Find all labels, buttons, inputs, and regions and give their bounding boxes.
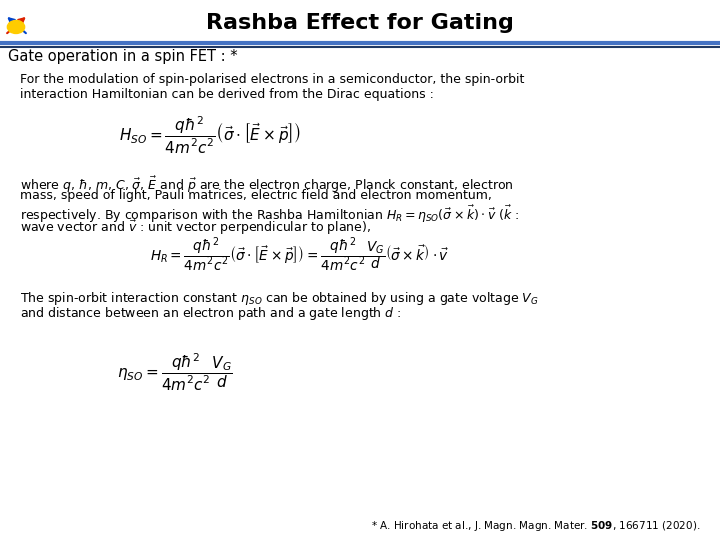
Text: Rashba Effect for Gating: Rashba Effect for Gating: [206, 13, 514, 33]
Text: where $q$, $\hbar$, $m$, $C$, $\vec{\sigma}$, $\vec{E}$ and $\vec{p}$ are the el: where $q$, $\hbar$, $m$, $C$, $\vec{\sig…: [20, 175, 514, 195]
Text: wave vector and $\vec{v}$ : unit vector perpendicular to plane),: wave vector and $\vec{v}$ : unit vector …: [20, 219, 371, 237]
Text: For the modulation of spin-polarised electrons in a semiconductor, the spin-orbi: For the modulation of spin-polarised ele…: [20, 73, 524, 86]
Text: $H_{SO} = \dfrac{q\hbar^2}{4m^2c^2}\left(\vec{\sigma} \cdot \left[\vec{E}\times\: $H_{SO} = \dfrac{q\hbar^2}{4m^2c^2}\left…: [119, 114, 301, 156]
Text: $\eta_{SO} = \dfrac{q\hbar^2}{4m^2c^2}\dfrac{V_G}{d}$: $\eta_{SO} = \dfrac{q\hbar^2}{4m^2c^2}\d…: [117, 352, 233, 393]
Text: and distance between an electron path and a gate length $d$ :: and distance between an electron path an…: [20, 305, 402, 321]
Text: respectively. By comparison with the Rashba Hamiltonian $H_R = \eta_{SO}(\vec{\s: respectively. By comparison with the Ras…: [20, 204, 519, 225]
Text: * A. Hirohata et al., J. Magn. Magn. Mater. $\mathbf{509}$, 166711 (2020).: * A. Hirohata et al., J. Magn. Magn. Mat…: [371, 519, 700, 533]
Text: mass, speed of light, Pauli matrices, electric field and electron momentum,: mass, speed of light, Pauli matrices, el…: [20, 190, 492, 202]
Text: $H_R = \dfrac{q\hbar^2}{4m^2c^2}\left(\vec{\sigma} \cdot \left[\vec{E}\times\vec: $H_R = \dfrac{q\hbar^2}{4m^2c^2}\left(\v…: [150, 236, 449, 274]
Text: interaction Hamiltonian can be derived from the Dirac equations :: interaction Hamiltonian can be derived f…: [20, 87, 434, 100]
Text: Gate operation in a spin FET : *: Gate operation in a spin FET : *: [8, 49, 238, 64]
Text: The spin-orbit interaction constant $\eta_{SO}$ can be obtained by using a gate : The spin-orbit interaction constant $\et…: [20, 290, 539, 307]
Circle shape: [7, 21, 24, 33]
